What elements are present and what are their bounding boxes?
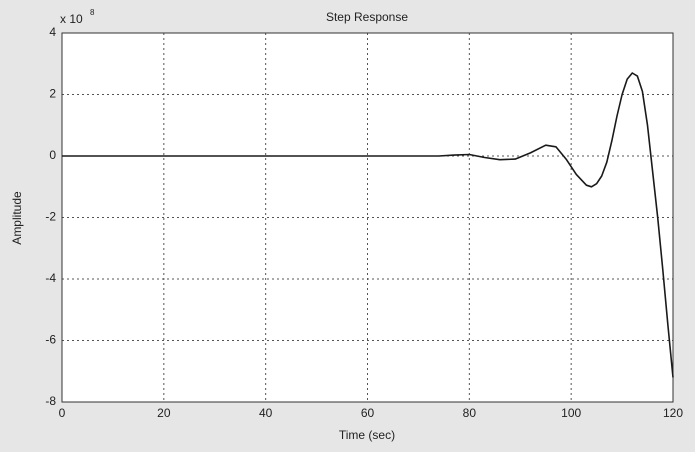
y-tick-label: 4 [49,25,56,39]
response-line [62,72,674,378]
x-tick-label: 20 [157,406,171,420]
y-tick-label: -2 [45,210,56,224]
y-tick-label: 0 [49,148,56,162]
x-tick-label: 40 [259,406,273,420]
chart-title: Step Response [326,10,408,24]
x-tick-label: 100 [561,406,581,420]
y-tick-label: -8 [45,394,56,408]
x-axis-label: Time (sec) [339,428,395,442]
x-tick-label: 120 [663,406,683,420]
axes-box [61,32,674,403]
y-axis-label: Amplitude [10,191,24,245]
x-tick-label: 80 [463,406,477,420]
x-tick-label: 0 [59,406,66,420]
y-tick-label: -6 [45,333,56,347]
y-exponent-base: x 10 [60,12,83,26]
y-tick-label: 2 [49,87,56,101]
y-exponent: 8 [90,8,95,17]
x-tick-label: 60 [361,406,375,420]
y-tick-label: -4 [45,271,56,285]
